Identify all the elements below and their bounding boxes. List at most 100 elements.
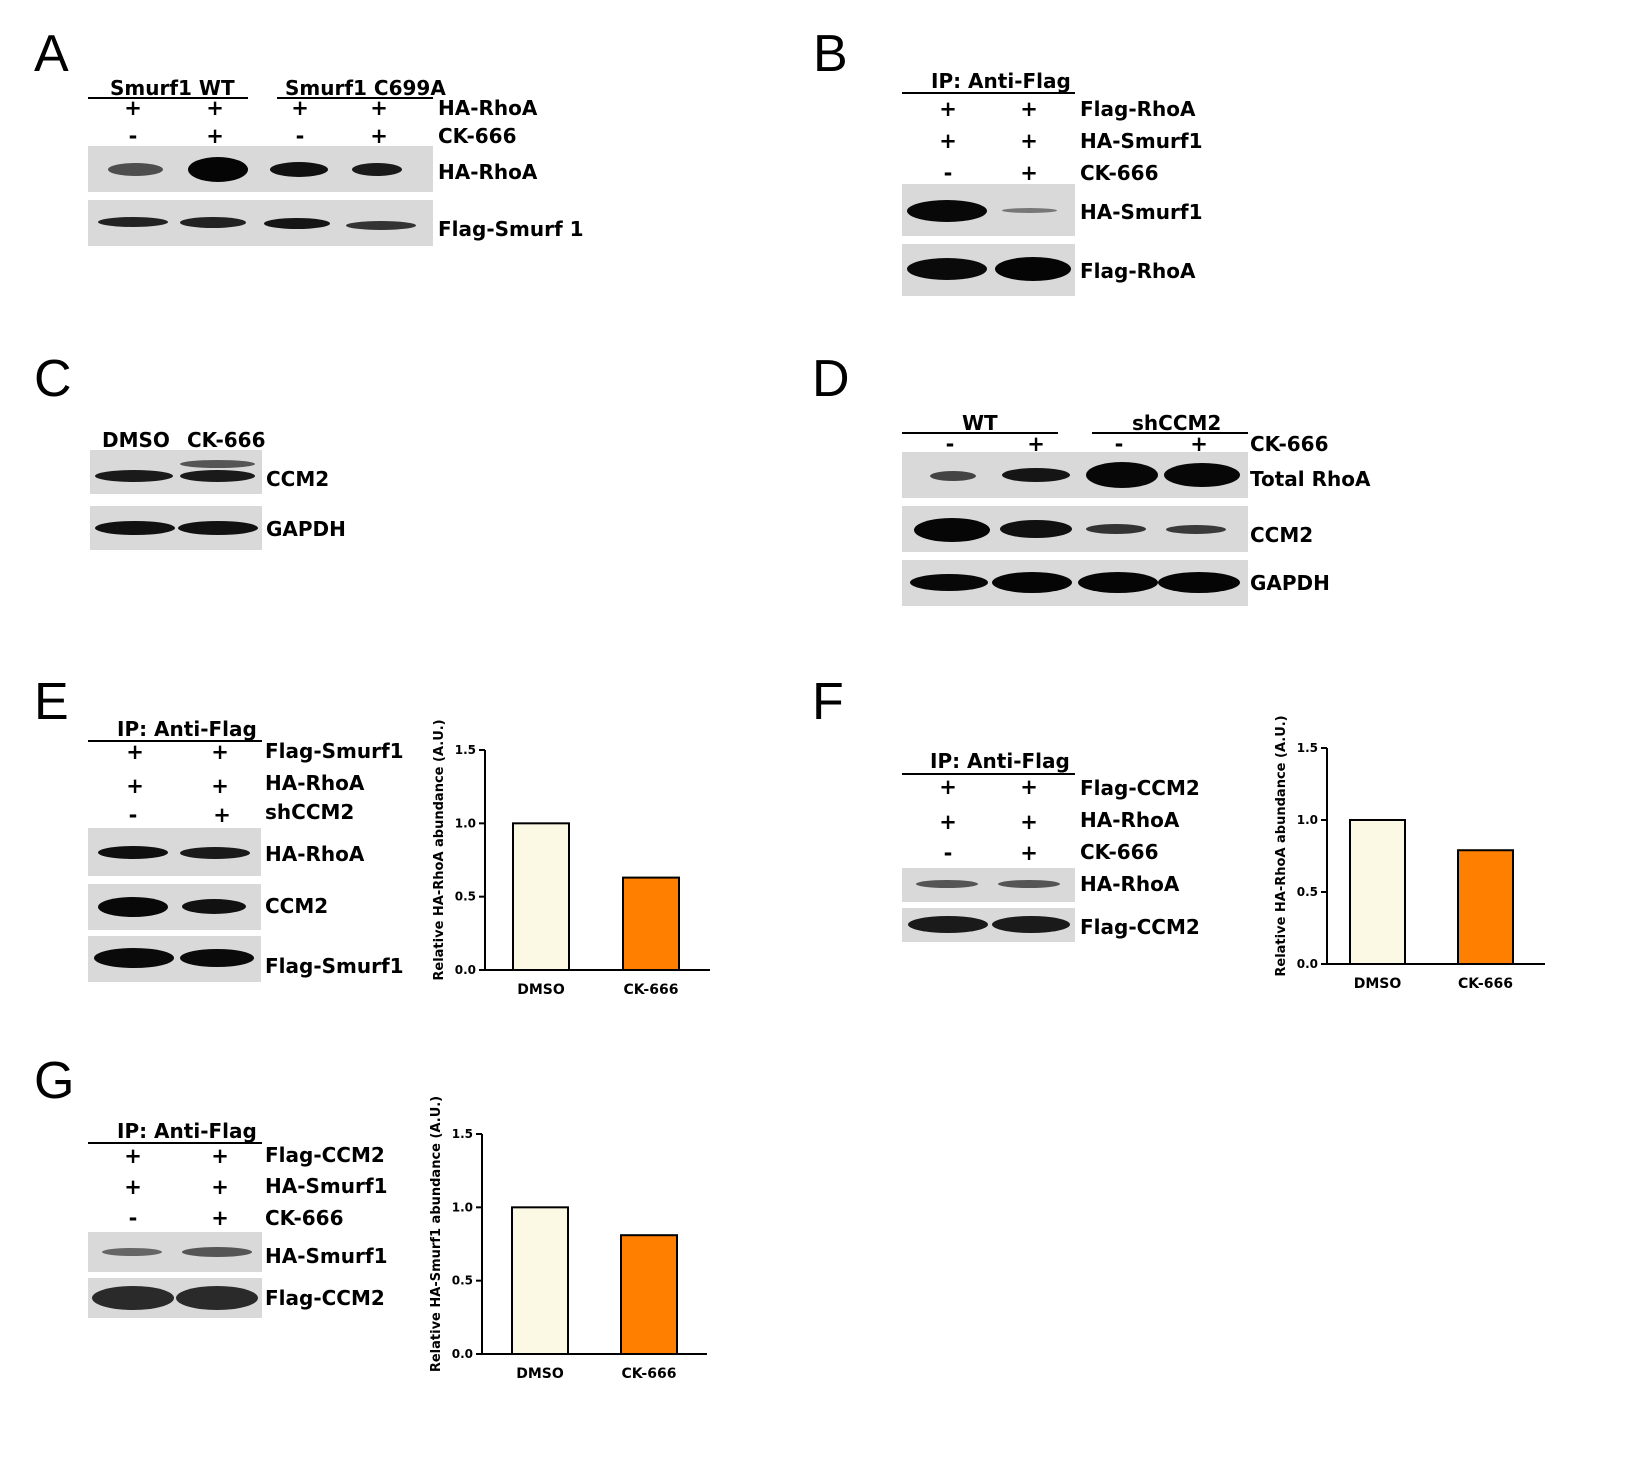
panel-e-header-underline [88,740,262,742]
panel-b-sign: - [943,161,953,185]
panel-d-sign: + [1190,432,1208,456]
panel-g-sign: + [211,1144,229,1168]
panel-b-sign: + [1020,161,1038,185]
blot-band [1078,572,1158,593]
panel-g-row-label: Flag-CCM2 [265,1143,385,1167]
panel-a-group2-label: Smurf1 C699A [285,76,446,100]
panel-a-sign: + [370,96,388,120]
blot-band [176,1286,258,1310]
y-tick-label: 0.5 [455,890,476,904]
panel-c-blot-label: CCM2 [266,467,330,491]
panel-a-sign: - [128,124,138,148]
y-tick-label: 1.5 [452,1127,473,1141]
panel-f-sign: + [939,810,957,834]
panel-b-row-label: HA-Smurf1 [1080,129,1203,153]
panel-g-sign: + [124,1144,142,1168]
bar [622,876,680,972]
blot-band [180,949,254,967]
panel-f-row-label: HA-RhoA [1080,808,1180,832]
blot-band [98,217,168,227]
blot-band [352,163,402,176]
panel-b-sign: + [1020,129,1038,153]
bar [511,1206,569,1356]
panel-a-sign: + [124,96,142,120]
y-tick-label: 1.0 [455,816,476,830]
panel-d-group2-underline [1092,432,1248,434]
blot-band [98,897,168,917]
bar [512,822,570,972]
panel-c-column-label: CK-666 [187,428,266,452]
blot-band [102,1248,162,1256]
blot-band [1158,572,1240,593]
panel-f-sign: + [1020,810,1038,834]
panel-g-sign: - [128,1206,138,1230]
panel-d-group1-label: WT [962,411,998,435]
blot-band [108,163,163,176]
panel-d-blot-label: Total RhoA [1250,467,1371,491]
y-tick-label: 1.5 [1297,741,1318,755]
blot-band [180,217,246,228]
panel-e-blot-flag-smurf1 [88,936,261,982]
panel-a-sign: + [370,124,388,148]
blot-band [998,880,1060,888]
blot-band [98,846,168,859]
y-tick-label: 1.0 [452,1200,473,1214]
panel-a-sign: - [295,124,305,148]
panel-b-header: IP: Anti-Flag [931,69,1071,93]
panel-f-sign: + [939,775,957,799]
panel-e-blot-ha-rhoa [88,828,261,876]
panel-e-row-label: Flag-Smurf1 [265,739,404,763]
panel-b-row-label: CK-666 [1080,161,1159,185]
blot-band [992,572,1072,593]
y-axis-label: Relative HA-RhoA abundance (A.U.) [432,719,447,980]
panel-g-blot-ha-smurf1 [88,1232,262,1272]
blot-band [346,221,416,230]
panel-d-sign: - [945,432,955,456]
blot-band [182,899,246,914]
panel-e-sign: + [211,774,229,798]
bar [620,1234,678,1355]
blot-band [1164,463,1240,487]
blot-band [1086,462,1158,488]
blot-band [1166,525,1226,534]
blot-band [992,916,1070,933]
panel-a-sign: + [291,96,309,120]
panel-e-row-label: HA-RhoA [265,771,365,795]
panel-d-letter: D [812,350,850,408]
panel-c-blot-ccm2 [90,450,262,494]
panel-g-blot-flag-ccm2 [88,1278,262,1318]
panel-f-bar-chart: 0.0 0.5 1.0 1.5 Relative HA-RhoA abundance (… [1274,715,1545,992]
x-tick-label: CK-666 [622,1366,677,1382]
blot-band [188,157,248,182]
panel-f-row-label: CK-666 [1080,840,1159,864]
blot-band [907,200,987,222]
blot-band [180,847,250,859]
blot-band [94,948,174,968]
panel-d-blot-ccm2 [902,506,1248,552]
panel-d-group1-underline [902,432,1058,434]
panel-d-row-label: CK-666 [1250,432,1329,456]
blot-band [182,1247,252,1257]
panel-g-row-label: CK-666 [265,1206,344,1230]
x-tick-label: CK-666 [1458,976,1513,992]
bar [1457,849,1514,966]
panel-g-row-label: HA-Smurf1 [265,1174,388,1198]
panel-e-sign: + [126,774,144,798]
blot-band [180,470,255,482]
panel-d-sign: + [1027,432,1045,456]
panel-d-blot-label: CCM2 [1250,523,1314,547]
panel-b-header-underline [902,92,1075,94]
panel-e-blot-ccm2 [88,884,261,930]
panel-c-column-label: DMSO [102,428,170,452]
panel-b-letter: B [813,25,848,83]
panel-g-sign: + [124,1175,142,1199]
blot-band [95,521,175,535]
panel-e-blot-label: CCM2 [265,894,329,918]
panel-e-sign: + [213,803,231,827]
blot-band [916,880,978,888]
panel-a-sign: + [206,96,224,120]
panel-b-sign: + [939,97,957,121]
panel-b-blot-flag-rhoa [902,244,1075,296]
panel-c-letter: C [34,350,72,408]
panel-g-sign: + [211,1206,229,1230]
